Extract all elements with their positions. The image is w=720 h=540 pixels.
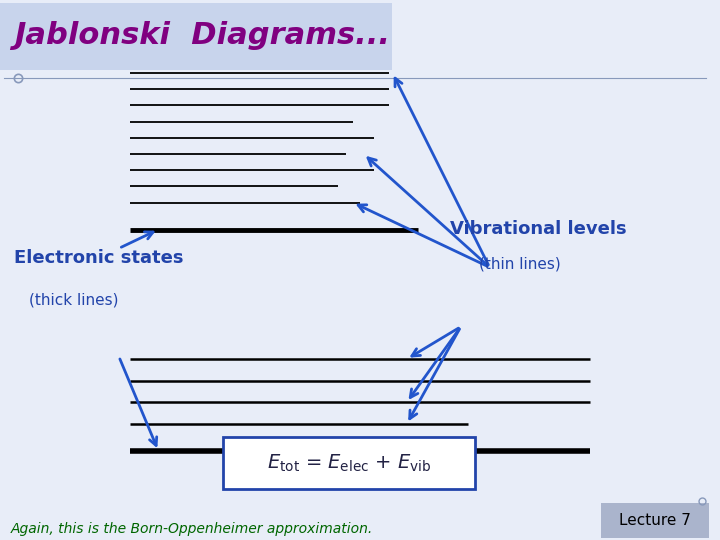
FancyBboxPatch shape [0,3,392,70]
Text: $E_\mathrm{tot}$ = $E_\mathrm{elec}$ + $E_\mathrm{vib}$: $E_\mathrm{tot}$ = $E_\mathrm{elec}$ + $… [267,453,431,474]
FancyBboxPatch shape [223,437,475,489]
Text: Vibrational levels: Vibrational levels [450,220,626,238]
Text: Jablonski  Diagrams...: Jablonski Diagrams... [14,21,390,50]
Text: Electronic states: Electronic states [14,249,184,267]
Text: Lecture 7: Lecture 7 [619,514,691,528]
FancyBboxPatch shape [601,503,709,538]
Text: Again, this is the Born-Oppenheimer approximation.: Again, this is the Born-Oppenheimer appr… [11,522,373,536]
Text: (thin lines): (thin lines) [479,256,561,272]
Text: (thick lines): (thick lines) [29,293,118,308]
